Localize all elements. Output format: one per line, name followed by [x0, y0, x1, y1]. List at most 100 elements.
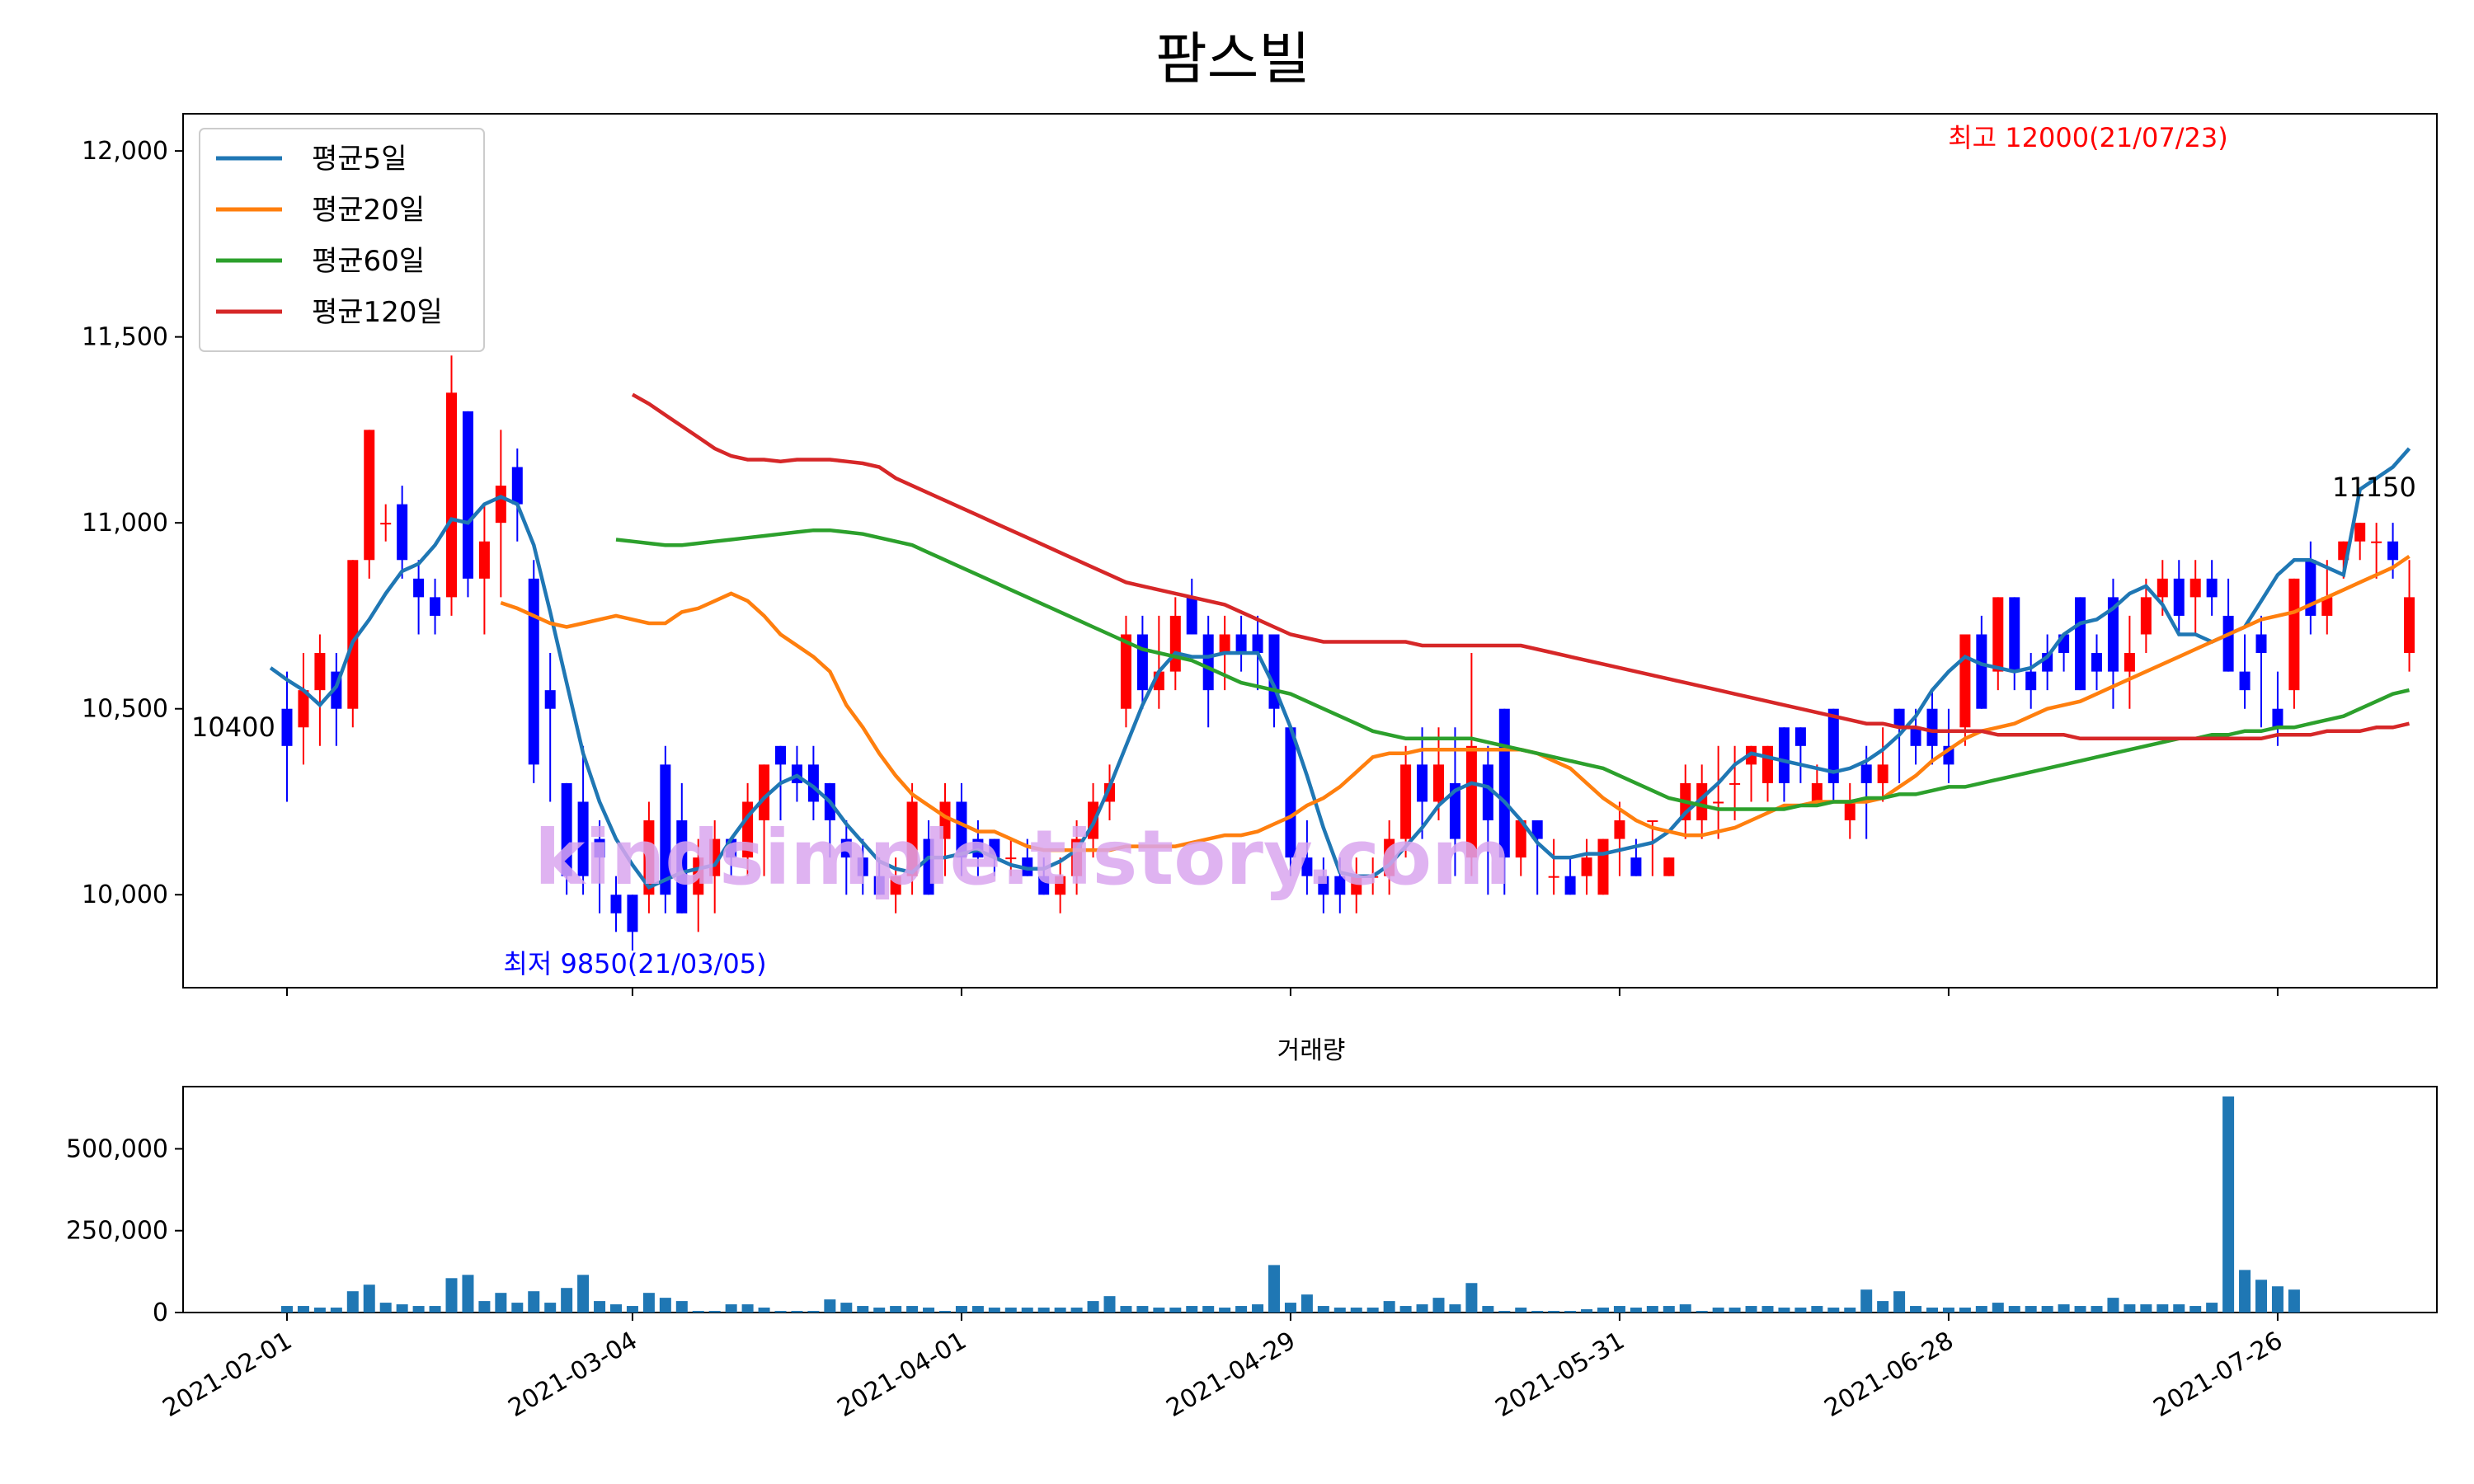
candle-body: [1663, 857, 1675, 876]
volume-bar: [2288, 1289, 2300, 1313]
y-tick-label: 11,000: [82, 509, 168, 538]
candle-body: [775, 745, 786, 765]
candle-body: [1120, 634, 1131, 709]
candle-body: [2173, 578, 2185, 616]
volume-bar: [610, 1304, 622, 1313]
candle-body: [511, 467, 523, 505]
candle-body: [1417, 764, 1428, 802]
x-tick-label: 2021-02-01: [158, 1327, 297, 1423]
x-tick-label: 2021-04-01: [832, 1327, 971, 1423]
volume-bar: [1268, 1265, 1280, 1313]
volume-bar: [1153, 1308, 1165, 1313]
volume-bar: [824, 1299, 836, 1313]
volume-bar: [1202, 1306, 1215, 1313]
volume-bar: [741, 1304, 754, 1313]
volume-bar: [758, 1308, 770, 1313]
volume-bar: [1416, 1304, 1428, 1313]
candle-body: [1778, 727, 1790, 783]
volume-bar: [1745, 1306, 1757, 1313]
candle-body: [2206, 578, 2218, 598]
volume-bar: [626, 1306, 638, 1313]
volume-bar: [1811, 1306, 1823, 1313]
ma-line-ma20: [500, 554, 2411, 852]
candle-body: [2124, 653, 2135, 672]
volume-bar: [1169, 1308, 1182, 1313]
candle-body: [1713, 801, 1724, 804]
candle-body: [857, 857, 868, 876]
volume-bar: [1482, 1306, 1494, 1313]
candle-body: [1762, 745, 1773, 783]
candle-body: [989, 838, 1000, 858]
ma-line-ma120: [631, 392, 2411, 741]
volume-bar: [412, 1306, 425, 1313]
candle-body: [2272, 708, 2284, 728]
candle-body: [2025, 671, 2037, 691]
price-plot: 10,000 10,500 11,000 11,500 12,000: [82, 113, 2438, 996]
y-tick-label: 12,000: [82, 137, 168, 166]
volume-bar: [577, 1275, 590, 1313]
candle-body: [1465, 745, 1477, 858]
volume-bar: [1860, 1289, 1873, 1313]
candle-body: [1351, 876, 1362, 895]
candle-body: [2255, 634, 2267, 654]
volume-bar: [1893, 1291, 1906, 1313]
candle-body: [1005, 857, 1017, 860]
candle-body: [1433, 764, 1444, 802]
volume-plot: 0 250,000 500,000 2021-02-01 2021-03-04 2021-…: [66, 1086, 2438, 1423]
volume-bar: [1794, 1308, 1807, 1313]
volume-bar: [1975, 1306, 1987, 1313]
candle-body: [446, 392, 457, 598]
candle-body: [1285, 727, 1296, 858]
volume-bar: [675, 1301, 688, 1313]
candle-body: [2157, 578, 2168, 598]
candle-body: [1581, 857, 1592, 876]
volume-bar: [2255, 1280, 2267, 1313]
candle-body: [2239, 671, 2251, 691]
candle-body: [1515, 820, 1526, 858]
volume-bar: [1630, 1308, 1642, 1313]
volume-bar: [544, 1303, 557, 1313]
candle-body: [2404, 597, 2415, 654]
volume-bar: [2189, 1306, 2202, 1313]
candle-body: [495, 486, 506, 524]
candle-body: [1926, 708, 1938, 746]
candle-body: [298, 690, 309, 728]
candle-body: [1827, 708, 1839, 783]
candle-body: [577, 801, 589, 876]
volume-bar: [2074, 1306, 2086, 1313]
volume-bar: [2041, 1306, 2053, 1313]
volume-bar: [2157, 1304, 2169, 1313]
x-tick-label: 2021-04-29: [1161, 1327, 1300, 1423]
volume-bar: [1037, 1308, 1050, 1313]
volume-bar: [659, 1298, 671, 1313]
candle-body: [939, 801, 951, 839]
x-tick-label: 2021-03-04: [503, 1327, 642, 1423]
volume-bar: [1877, 1301, 1889, 1313]
volume-bar: [906, 1306, 919, 1313]
volume-bar: [478, 1301, 491, 1313]
volume-bar: [955, 1306, 967, 1313]
volume-bar: [1679, 1304, 1691, 1313]
candle-body: [1647, 820, 1658, 823]
candle-body: [594, 838, 605, 858]
high-annotation: 최고 12000(21/07/23): [1948, 122, 2228, 153]
candle-body: [2354, 523, 2366, 542]
volume-bar: [2239, 1270, 2251, 1313]
volume-bar: [2271, 1286, 2284, 1313]
volume-bar: [1663, 1306, 1675, 1313]
volume-title: 거래량: [1277, 1036, 1346, 1065]
volume-bar: [445, 1278, 458, 1313]
volume-bar: [2124, 1304, 2136, 1313]
candle-body: [2321, 597, 2333, 616]
candle-body: [1893, 708, 1905, 728]
candle-body: [923, 838, 934, 895]
candle-body: [1235, 634, 1247, 654]
volume-bar: [594, 1301, 606, 1313]
x-tick-label: 2021-06-28: [1819, 1327, 1958, 1423]
volume-bar: [2008, 1306, 2020, 1313]
candle-body: [314, 653, 326, 691]
volume-bar: [1498, 1311, 1511, 1313]
candle-body: [1844, 801, 1856, 821]
volume-bar: [396, 1304, 408, 1313]
volume-bar: [1120, 1306, 1132, 1313]
